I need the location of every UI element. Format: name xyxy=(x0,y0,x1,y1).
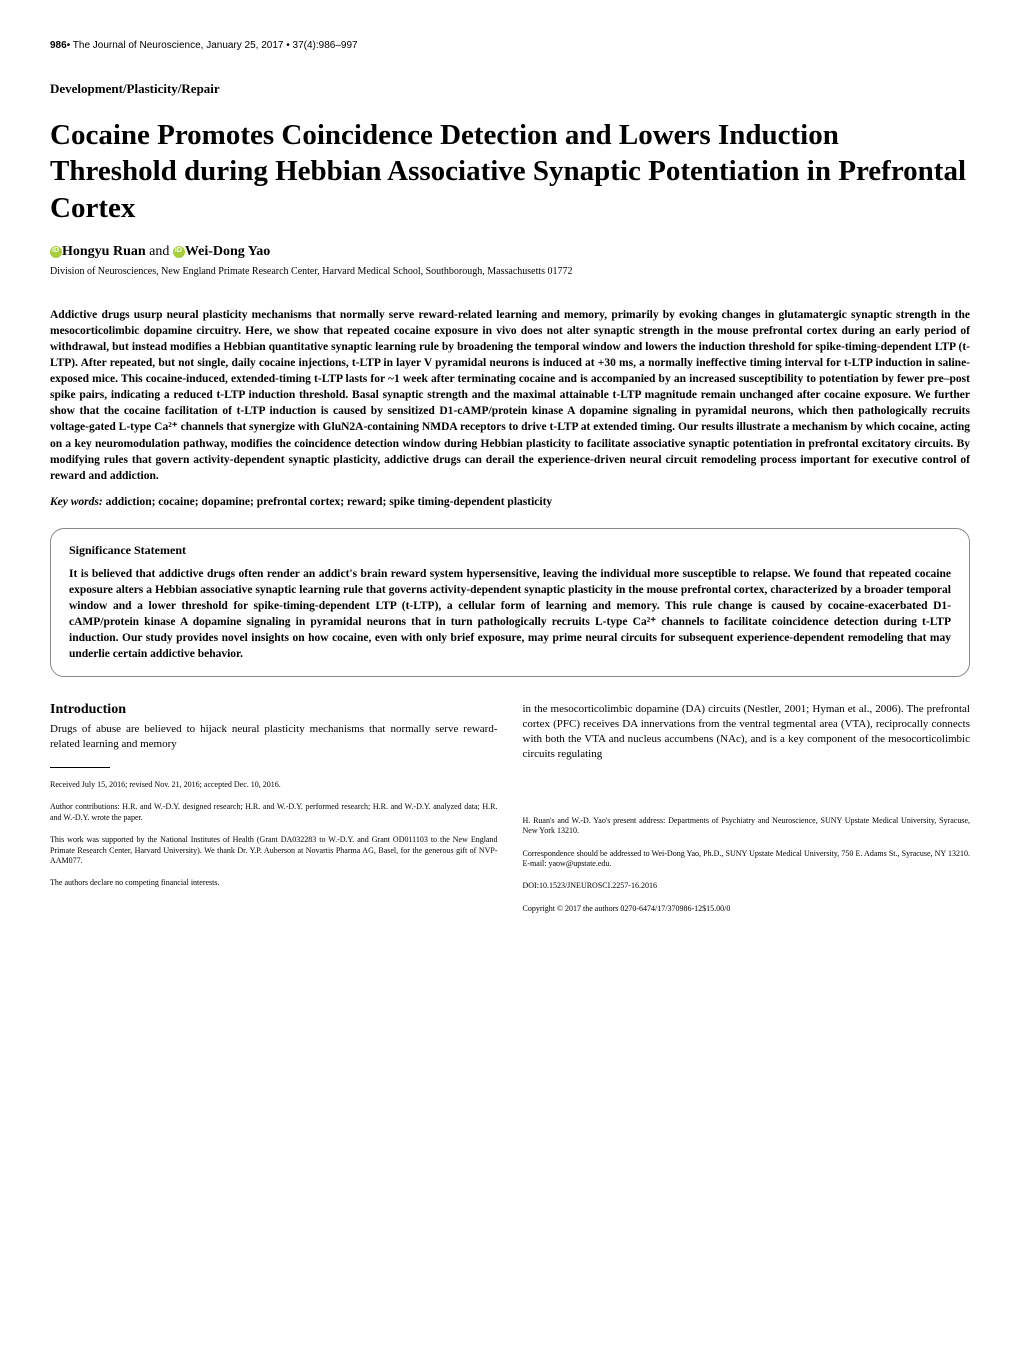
page-number: 986 xyxy=(50,40,67,51)
section-label: Development/Plasticity/Repair xyxy=(50,81,970,97)
significance-title: Significance Statement xyxy=(69,543,951,558)
introduction-right-text: in the mesocorticolimbic dopamine (DA) c… xyxy=(523,702,971,761)
abstract-text: Addictive drugs usurp neural plasticity … xyxy=(50,307,970,484)
keywords-text: addiction; cocaine; dopamine; prefrontal… xyxy=(103,496,552,508)
orcid-icon xyxy=(173,246,185,258)
introduction-heading: Introduction xyxy=(50,702,498,718)
significance-box: Significance Statement It is believed th… xyxy=(50,528,970,678)
authors-line: Hongyu Ruan and Wei-Dong Yao xyxy=(50,244,970,260)
footer-correspondence: Correspondence should be addressed to We… xyxy=(523,849,971,870)
author-conjunction: and xyxy=(146,244,173,259)
introduction-left-text: Drugs of abuse are believed to hijack ne… xyxy=(50,722,498,752)
running-header: 986• The Journal of Neuroscience, Januar… xyxy=(50,40,970,51)
author-1: Hongyu Ruan xyxy=(62,244,146,259)
right-column: in the mesocorticolimbic dopamine (DA) c… xyxy=(523,702,971,914)
footer-contributions: Author contributions: H.R. and W.-D.Y. d… xyxy=(50,802,498,823)
footer-doi: DOI:10.1523/JNEUROSCI.2257-16.2016 xyxy=(523,881,971,891)
left-column: Introduction Drugs of abuse are believed… xyxy=(50,702,498,914)
footer-received: Received July 15, 2016; revised Nov. 21,… xyxy=(50,780,498,790)
significance-text: It is believed that addictive drugs ofte… xyxy=(69,566,951,663)
footer-address: H. Ruan's and W.-D. Yao's present addres… xyxy=(523,816,971,837)
author-2: Wei-Dong Yao xyxy=(185,244,270,259)
two-column-layout: Introduction Drugs of abuse are believed… xyxy=(50,702,970,914)
journal-info: • The Journal of Neuroscience, January 2… xyxy=(67,40,358,51)
orcid-icon xyxy=(50,246,62,258)
keywords-line: Key words: addiction; cocaine; dopamine;… xyxy=(50,496,970,508)
footer-competing: The authors declare no competing financi… xyxy=(50,878,498,888)
footer-funding: This work was supported by the National … xyxy=(50,835,498,866)
affiliation: Division of Neurosciences, New England P… xyxy=(50,266,970,277)
footer-divider xyxy=(50,767,110,768)
article-title: Cocaine Promotes Coincidence Detection a… xyxy=(50,117,970,226)
footer-copyright: Copyright © 2017 the authors 0270-6474/1… xyxy=(523,904,971,914)
keywords-label: Key words: xyxy=(50,496,103,508)
